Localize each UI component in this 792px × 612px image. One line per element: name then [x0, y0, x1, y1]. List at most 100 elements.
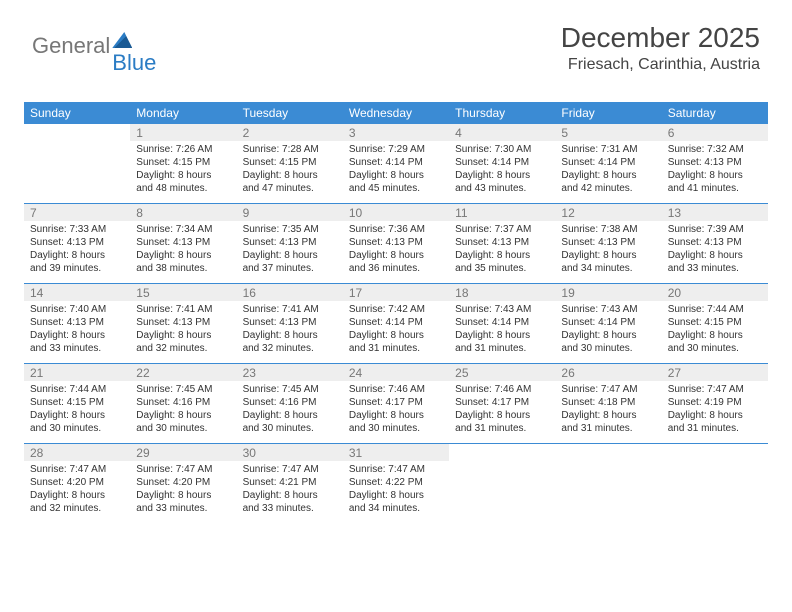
day-number: 26	[555, 364, 661, 381]
day-info: Sunrise: 7:46 AMSunset: 4:17 PMDaylight:…	[455, 383, 549, 435]
day-cell	[449, 444, 555, 523]
info-line: Sunrise: 7:34 AM	[136, 223, 230, 236]
logo: General Blue	[32, 24, 158, 68]
day-info: Sunrise: 7:26 AMSunset: 4:15 PMDaylight:…	[136, 143, 230, 195]
info-line: Sunrise: 7:47 AM	[668, 383, 762, 396]
info-line: Sunrise: 7:28 AM	[243, 143, 337, 156]
info-line: Daylight: 8 hours	[455, 169, 549, 182]
info-line: and 31 minutes.	[455, 422, 549, 435]
day-cell: 31Sunrise: 7:47 AMSunset: 4:22 PMDayligh…	[343, 444, 449, 523]
info-line: Daylight: 8 hours	[349, 169, 443, 182]
day-cell: 29Sunrise: 7:47 AMSunset: 4:20 PMDayligh…	[130, 444, 236, 523]
day-number: 20	[662, 284, 768, 301]
info-line: Sunrise: 7:45 AM	[243, 383, 337, 396]
day-cell: 24Sunrise: 7:46 AMSunset: 4:17 PMDayligh…	[343, 364, 449, 443]
day-info: Sunrise: 7:47 AMSunset: 4:22 PMDaylight:…	[349, 463, 443, 515]
day-cell: 22Sunrise: 7:45 AMSunset: 4:16 PMDayligh…	[130, 364, 236, 443]
day-info: Sunrise: 7:33 AMSunset: 4:13 PMDaylight:…	[30, 223, 124, 275]
day-header: Wednesday	[343, 102, 449, 124]
info-line: Sunset: 4:17 PM	[349, 396, 443, 409]
day-number: 7	[24, 204, 130, 221]
day-cell	[555, 444, 661, 523]
info-line: and 36 minutes.	[349, 262, 443, 275]
week-row: 14Sunrise: 7:40 AMSunset: 4:13 PMDayligh…	[24, 284, 768, 364]
info-line: Daylight: 8 hours	[243, 489, 337, 502]
info-line: Sunset: 4:18 PM	[561, 396, 655, 409]
day-cell: 13Sunrise: 7:39 AMSunset: 4:13 PMDayligh…	[662, 204, 768, 283]
day-info: Sunrise: 7:44 AMSunset: 4:15 PMDaylight:…	[668, 303, 762, 355]
info-line: and 30 minutes.	[561, 342, 655, 355]
day-info: Sunrise: 7:37 AMSunset: 4:13 PMDaylight:…	[455, 223, 549, 275]
day-info: Sunrise: 7:29 AMSunset: 4:14 PMDaylight:…	[349, 143, 443, 195]
info-line: Daylight: 8 hours	[243, 169, 337, 182]
day-number: 3	[343, 124, 449, 141]
info-line: Sunset: 4:16 PM	[136, 396, 230, 409]
info-line: Daylight: 8 hours	[561, 169, 655, 182]
info-line: Sunset: 4:13 PM	[668, 236, 762, 249]
day-number: 21	[24, 364, 130, 381]
info-line: and 31 minutes.	[668, 422, 762, 435]
day-header: Sunday	[24, 102, 130, 124]
info-line: and 33 minutes.	[30, 342, 124, 355]
day-cell: 4Sunrise: 7:30 AMSunset: 4:14 PMDaylight…	[449, 124, 555, 203]
day-number: 2	[237, 124, 343, 141]
info-line: Sunrise: 7:44 AM	[30, 383, 124, 396]
info-line: and 30 minutes.	[136, 422, 230, 435]
day-info: Sunrise: 7:47 AMSunset: 4:19 PMDaylight:…	[668, 383, 762, 435]
day-header: Friday	[555, 102, 661, 124]
info-line: Daylight: 8 hours	[136, 329, 230, 342]
day-header: Tuesday	[237, 102, 343, 124]
day-cell: 21Sunrise: 7:44 AMSunset: 4:15 PMDayligh…	[24, 364, 130, 443]
info-line: Daylight: 8 hours	[136, 489, 230, 502]
info-line: Sunrise: 7:38 AM	[561, 223, 655, 236]
info-line: and 42 minutes.	[561, 182, 655, 195]
info-line: Daylight: 8 hours	[455, 329, 549, 342]
week-row: 21Sunrise: 7:44 AMSunset: 4:15 PMDayligh…	[24, 364, 768, 444]
info-line: and 30 minutes.	[243, 422, 337, 435]
day-number: 24	[343, 364, 449, 381]
day-cell: 17Sunrise: 7:42 AMSunset: 4:14 PMDayligh…	[343, 284, 449, 363]
day-info: Sunrise: 7:47 AMSunset: 4:20 PMDaylight:…	[136, 463, 230, 515]
day-info: Sunrise: 7:28 AMSunset: 4:15 PMDaylight:…	[243, 143, 337, 195]
info-line: Sunset: 4:22 PM	[349, 476, 443, 489]
day-cell: 2 Sunrise: 7:28 AMSunset: 4:15 PMDaylight…	[237, 124, 343, 203]
day-number: 8	[130, 204, 236, 221]
day-cell: 6Sunrise: 7:32 AMSunset: 4:13 PMDaylight…	[662, 124, 768, 203]
info-line: Daylight: 8 hours	[243, 329, 337, 342]
day-cell: 5Sunrise: 7:31 AMSunset: 4:14 PMDaylight…	[555, 124, 661, 203]
info-line: Daylight: 8 hours	[668, 169, 762, 182]
day-info: Sunrise: 7:30 AMSunset: 4:14 PMDaylight:…	[455, 143, 549, 195]
info-line: Sunset: 4:13 PM	[561, 236, 655, 249]
info-line: and 34 minutes.	[349, 502, 443, 515]
day-cell: 28Sunrise: 7:47 AMSunset: 4:20 PMDayligh…	[24, 444, 130, 523]
info-line: and 31 minutes.	[455, 342, 549, 355]
day-number: 19	[555, 284, 661, 301]
day-info: Sunrise: 7:45 AMSunset: 4:16 PMDaylight:…	[136, 383, 230, 435]
info-line: Daylight: 8 hours	[30, 329, 124, 342]
info-line: Sunrise: 7:39 AM	[668, 223, 762, 236]
day-number: 5	[555, 124, 661, 141]
day-info: Sunrise: 7:36 AMSunset: 4:13 PMDaylight:…	[349, 223, 443, 275]
info-line: Daylight: 8 hours	[668, 249, 762, 262]
day-number: 23	[237, 364, 343, 381]
day-info: Sunrise: 7:40 AMSunset: 4:13 PMDaylight:…	[30, 303, 124, 355]
day-info: Sunrise: 7:39 AMSunset: 4:13 PMDaylight:…	[668, 223, 762, 275]
day-info: Sunrise: 7:34 AMSunset: 4:13 PMDaylight:…	[136, 223, 230, 275]
logo-text-1: General	[32, 33, 110, 59]
info-line: Sunrise: 7:47 AM	[136, 463, 230, 476]
info-line: Sunrise: 7:35 AM	[243, 223, 337, 236]
info-line: and 47 minutes.	[243, 182, 337, 195]
day-header: Monday	[130, 102, 236, 124]
info-line: Sunset: 4:20 PM	[30, 476, 124, 489]
day-number: 10	[343, 204, 449, 221]
info-line: Daylight: 8 hours	[30, 409, 124, 422]
info-line: Sunrise: 7:47 AM	[349, 463, 443, 476]
info-line: Sunset: 4:17 PM	[455, 396, 549, 409]
info-line: Sunset: 4:13 PM	[243, 236, 337, 249]
day-number: 12	[555, 204, 661, 221]
info-line: Sunset: 4:14 PM	[349, 156, 443, 169]
info-line: and 34 minutes.	[561, 262, 655, 275]
day-info: Sunrise: 7:43 AMSunset: 4:14 PMDaylight:…	[455, 303, 549, 355]
day-info: Sunrise: 7:47 AMSunset: 4:20 PMDaylight:…	[30, 463, 124, 515]
day-cell: 14Sunrise: 7:40 AMSunset: 4:13 PMDayligh…	[24, 284, 130, 363]
